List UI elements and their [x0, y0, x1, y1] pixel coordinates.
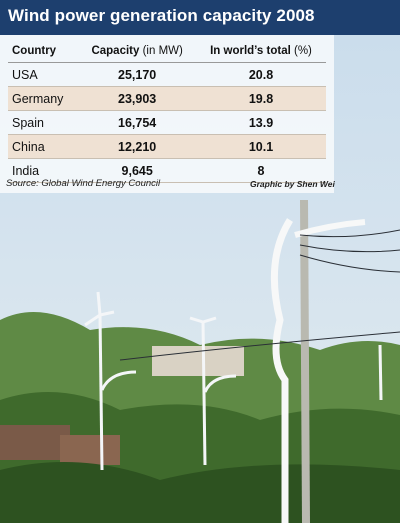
- value-cell: 23,903: [78, 86, 196, 111]
- country-cell: Germany: [8, 86, 79, 111]
- country-cell: China: [8, 134, 79, 159]
- column-unit: (in MW): [142, 45, 183, 57]
- table-row: Spain 16,754 13.9: [8, 110, 326, 135]
- title-bar: Wind power generation capacity 2008: [0, 0, 400, 35]
- source-note: Source: Global Wind Energy Council: [6, 178, 161, 189]
- column-header: Capacity (in MW): [78, 40, 196, 63]
- column-unit: (%): [294, 45, 312, 57]
- column-name: Capacity: [91, 45, 140, 57]
- table-row: USA 25,170 20.8: [8, 62, 326, 87]
- value-cell: 9,645: [78, 158, 196, 183]
- value-cell: 20.8: [195, 62, 326, 87]
- value-cell: 16,754: [78, 110, 196, 135]
- value-cell: 10.1: [195, 134, 326, 159]
- column-name: In world’s total: [210, 45, 291, 57]
- country-cell: USA: [8, 62, 79, 87]
- table-body: USA 25,170 20.8 Germany 23,903 19.8 Spain 16,75…: [8, 62, 326, 183]
- column-header: Country: [8, 40, 79, 63]
- country-cell: India: [8, 158, 79, 183]
- value-cell: 19.8: [195, 86, 326, 111]
- table-row: Germany 23,903 19.8: [8, 86, 326, 111]
- value-cell: 8: [195, 158, 326, 183]
- title: Wind power generation capacity 2008: [8, 6, 315, 25]
- table-row: China 12,210 10.1: [8, 134, 326, 159]
- column-name: Country: [12, 45, 57, 57]
- column-header: In world’s total (%): [195, 40, 326, 63]
- country-cell: Spain: [8, 110, 79, 135]
- value-cell: 12,210: [78, 134, 196, 159]
- header-row: Country Capacity (in MW) In world’s total …: [8, 40, 326, 63]
- value-cell: 13.9: [195, 110, 326, 135]
- value-cell: 25,170: [78, 62, 196, 87]
- credit-note: Graphic by Shen Wei: [250, 179, 335, 189]
- data-table: Country Capacity (in MW) In world’s total …: [8, 40, 326, 183]
- table-row: India 9,645 8: [8, 158, 326, 183]
